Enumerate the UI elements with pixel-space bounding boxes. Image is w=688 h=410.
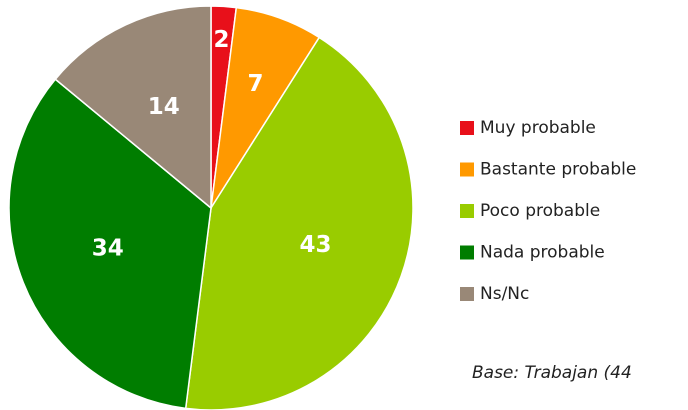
- legend-swatch: [460, 121, 474, 135]
- legend-label: Muy probable: [480, 118, 596, 138]
- slice-label: 34: [92, 235, 124, 261]
- slice-label: 14: [148, 94, 180, 120]
- pie-slice: [184, 36, 414, 410]
- legend-swatch: [460, 162, 474, 177]
- pie-slice: [54, 5, 212, 210]
- legend-swatch: [460, 287, 474, 301]
- legend-label: Poco probable: [480, 201, 600, 221]
- pie-slice: [8, 78, 212, 410]
- legend-label: Nada probable: [480, 243, 605, 263]
- legend-label: Bastante probable: [480, 160, 636, 180]
- legend-swatch: [460, 245, 474, 260]
- slice-label: 43: [300, 232, 332, 258]
- legend-swatch: [460, 204, 474, 218]
- legend-label: Ns/Nc: [480, 284, 529, 304]
- slice-label: 2: [214, 27, 230, 53]
- annotation: Base: Trabajan (44: [472, 363, 632, 383]
- slice-label: 7: [247, 71, 263, 97]
